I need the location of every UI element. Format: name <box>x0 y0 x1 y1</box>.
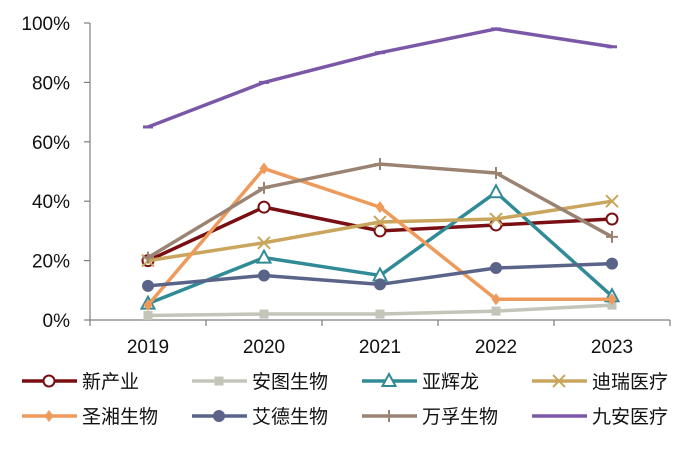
legend-label: 圣湘生物 <box>82 406 158 428</box>
y-tick-label: 20% <box>32 252 70 273</box>
data-point <box>607 293 617 306</box>
legend-label: 安图生物 <box>252 371 328 393</box>
x-tick-label: 2023 <box>591 337 633 358</box>
legend-item: 圣湘生物 <box>22 406 158 428</box>
data-point <box>259 162 269 175</box>
data-point <box>490 262 502 275</box>
legend-label: 迪瑞医疗 <box>592 371 668 393</box>
legend-label: 万孚生物 <box>422 406 498 428</box>
data-point <box>606 257 618 270</box>
legend-item: 新产业 <box>22 371 139 393</box>
data-point <box>375 309 385 319</box>
y-tick-label: 60% <box>32 133 70 154</box>
data-point <box>489 218 503 232</box>
legend-swatch-marker <box>552 374 566 388</box>
legend-swatch-marker <box>213 410 225 422</box>
y-tick-label: 0% <box>43 311 71 332</box>
data-point <box>374 278 386 291</box>
y-tick-label: 80% <box>32 73 70 94</box>
data-point <box>374 158 386 171</box>
data-point <box>375 201 385 214</box>
data-point <box>605 212 619 226</box>
data-point <box>142 279 154 292</box>
legend-item: 迪瑞医疗 <box>532 371 668 393</box>
legend-item: 安图生物 <box>192 371 328 393</box>
series-5 <box>143 162 617 312</box>
data-point <box>258 269 270 282</box>
legend-label: 艾德生物 <box>252 406 328 428</box>
y-tick-label: 40% <box>32 192 70 213</box>
legend-label: 亚辉龙 <box>422 371 479 393</box>
data-point <box>257 200 271 214</box>
series-layer <box>139 27 621 321</box>
data-point <box>143 311 153 321</box>
legend-item: 万孚生物 <box>362 406 498 428</box>
data-point <box>373 215 387 229</box>
x-tick-label: 2021 <box>359 337 401 358</box>
y-tick-label: 100% <box>21 14 70 35</box>
data-point <box>491 293 501 306</box>
data-point <box>487 183 505 199</box>
data-point <box>489 212 503 226</box>
data-point <box>373 224 387 238</box>
data-point <box>259 309 269 319</box>
series-2 <box>143 300 617 321</box>
legend-swatch-marker <box>42 374 56 388</box>
data-point <box>606 230 618 243</box>
x-tick-label: 2019 <box>127 337 169 358</box>
legend-item: 艾德生物 <box>192 406 328 428</box>
data-point <box>258 181 270 194</box>
legend-label: 新产业 <box>82 371 139 393</box>
legend-swatch-marker <box>44 410 54 422</box>
legend-item: 九安医疗 <box>532 406 668 428</box>
x-tick-label: 2022 <box>475 337 517 358</box>
data-point <box>143 299 153 312</box>
legend-swatch-marker <box>383 410 395 422</box>
series-7 <box>142 158 618 264</box>
legend-swatch-marker <box>214 376 224 386</box>
x-tick-label: 2020 <box>243 337 285 358</box>
data-point <box>142 251 154 264</box>
legend-label: 九安医疗 <box>592 406 668 428</box>
data-point <box>491 306 501 316</box>
data-point <box>490 166 502 179</box>
axes: 0% 20% 40% 60% 80% 100% 2019 2020 2021 2022 2023 <box>21 14 671 358</box>
data-point <box>255 248 273 264</box>
series-6 <box>142 257 618 292</box>
series-8 <box>143 27 617 129</box>
data-point <box>605 194 619 208</box>
legend-swatch-marker <box>380 371 398 387</box>
series-line <box>147 27 613 129</box>
data-point <box>257 236 271 250</box>
legend-item: 亚辉龙 <box>362 371 479 393</box>
